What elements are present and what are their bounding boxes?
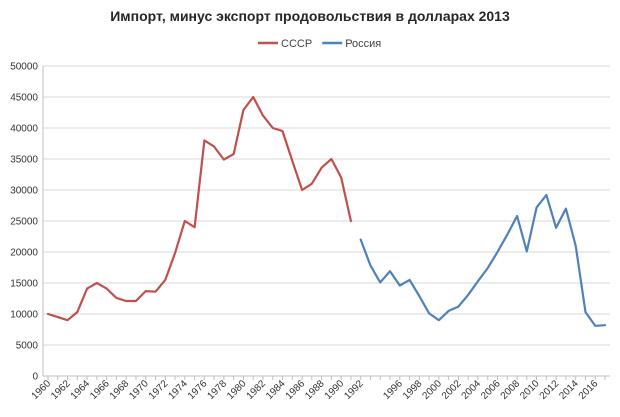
y-tick-label: 15000 <box>10 279 38 290</box>
gridlines <box>43 66 610 376</box>
y-tick-label: 45000 <box>10 93 38 104</box>
y-tick-label: 40000 <box>10 124 38 135</box>
x-tick-label: 1978 <box>206 378 230 402</box>
x-tick-label: 1982 <box>245 378 269 402</box>
chart-title: Импорт, минус экспорт продовольствия в д… <box>110 8 510 24</box>
legend-label: Россия <box>345 38 381 50</box>
x-tick-label: 1988 <box>303 378 327 402</box>
x-tick-label: 2004 <box>460 378 484 402</box>
x-tick-label: 1968 <box>108 378 132 402</box>
x-tick-label: 2016 <box>577 378 601 402</box>
y-tick-label: 10000 <box>10 310 38 321</box>
legend-label: СССР <box>281 38 312 50</box>
y-tick-label: 35000 <box>10 155 38 166</box>
x-tick-label: 1962 <box>49 378 73 402</box>
x-tick-label: 2012 <box>538 378 562 402</box>
y-tick-label: 25000 <box>10 217 38 228</box>
y-tick-label: 0 <box>32 372 38 383</box>
x-tick-label: 2006 <box>479 378 503 402</box>
x-tick-label: 2000 <box>420 378 444 402</box>
x-tick-label: 1992 <box>342 378 366 402</box>
x-tick-label: 1966 <box>88 378 112 402</box>
x-tick-label: 1984 <box>264 378 288 402</box>
x-tick-label: 1974 <box>166 378 190 402</box>
x-tick-label: 2002 <box>440 378 464 402</box>
x-tick-label: 2008 <box>499 378 523 402</box>
y-tick-label: 50000 <box>10 62 38 73</box>
x-tick-label: 2010 <box>518 378 542 402</box>
legend: СССР Россия <box>258 38 381 50</box>
series-line-1 <box>48 97 351 320</box>
x-tick-label: 2014 <box>557 378 581 402</box>
x-tick-label: 1964 <box>69 378 93 402</box>
x-tick-label: 1996 <box>381 378 405 402</box>
y-axis: 0 5000 10000 15000 20000 25000 30000 35000 40000… <box>10 62 43 383</box>
x-tick-label: 1986 <box>284 378 308 402</box>
x-tick-label: 1970 <box>127 378 151 402</box>
y-tick-label: 20000 <box>10 248 38 259</box>
x-tick-label: 1980 <box>225 378 249 402</box>
series-line-2 <box>361 195 605 326</box>
series-layer <box>48 97 605 326</box>
x-tick-label: 1976 <box>186 378 210 402</box>
x-axis: 1960196219641966196819701972197419761978… <box>30 376 610 402</box>
y-tick-label: 30000 <box>10 186 38 197</box>
x-tick-label: 1972 <box>147 378 171 402</box>
y-tick-label: 5000 <box>16 341 39 352</box>
x-tick-label: 1998 <box>401 378 425 402</box>
x-tick-label: 1990 <box>323 378 347 402</box>
